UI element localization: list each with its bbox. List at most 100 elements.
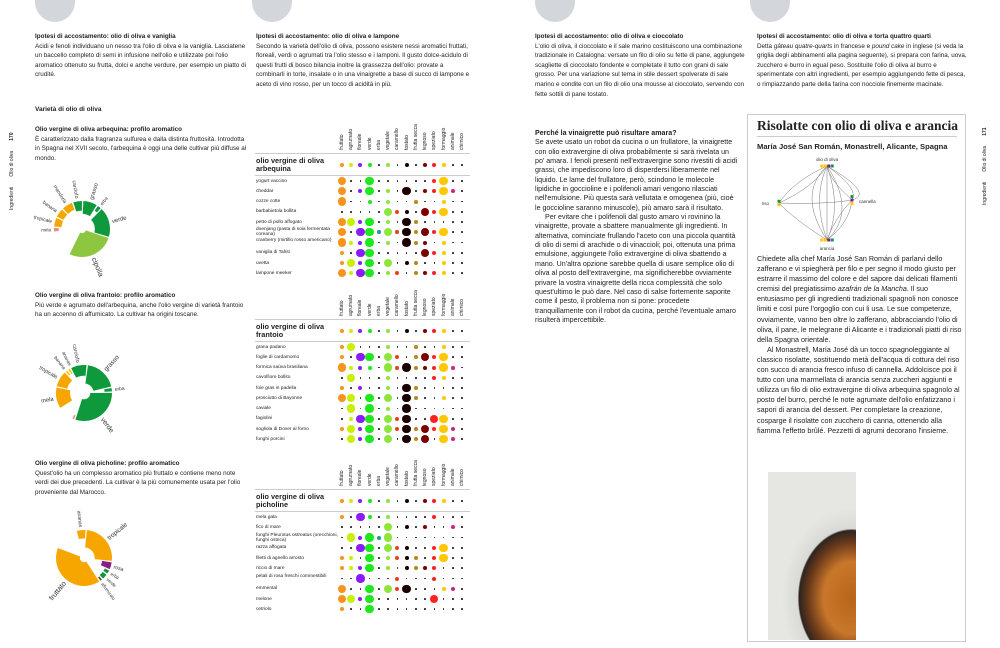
flavor-dot: [396, 251, 399, 254]
flavor-dot: [378, 567, 380, 570]
flavor-dot: [450, 189, 455, 194]
wheel-segment: [54, 217, 64, 228]
network-node: arancia: [820, 238, 835, 251]
flavor-dot: [341, 407, 343, 410]
wheel-segment: [73, 201, 82, 212]
flavor-dot: [378, 577, 380, 580]
flavor-dot: [350, 190, 353, 193]
network-node: cannella: [850, 195, 876, 205]
pairing-title: Ipotesi di accostamento: olio di oliva e…: [256, 33, 400, 40]
flavor-dot: [358, 437, 363, 442]
flavor-dot: [413, 556, 418, 560]
oil-name: olio vergine di oliva frantoio: [256, 322, 325, 339]
flavor-dot: [341, 210, 343, 213]
column-header: erba: [375, 475, 382, 486]
profile-frantoio: Olio vergine di oliva frantoio: profilo …: [35, 291, 250, 320]
profile-text: È caratterizzato dalla fragranza sulfure…: [35, 135, 247, 162]
network-edge: [778, 202, 828, 241]
flavor-dot: [405, 598, 408, 600]
topic-label: Olio di oliva: [982, 145, 988, 172]
flavor-dot: [461, 164, 463, 166]
flavor-dot: [424, 546, 426, 549]
flavor-dot: [461, 608, 463, 611]
flavor-dot: [365, 564, 374, 573]
flavor-dot: [424, 557, 426, 559]
wheel-label: fruttato: [48, 580, 68, 602]
wheel-segment: [65, 370, 71, 376]
node-dot: [820, 164, 824, 168]
wheel-segment: [71, 365, 87, 378]
flavor-dot: [365, 543, 374, 552]
flavor-dot: [402, 217, 411, 227]
flavor-dot: [413, 345, 418, 349]
flavor-dot: [415, 516, 417, 518]
wheel-segment: [56, 372, 73, 389]
flavor-dot: [358, 163, 363, 167]
flavor-dot: [350, 608, 353, 611]
column-header: legnoso: [422, 298, 429, 316]
flavor-dot: [415, 190, 417, 193]
flavor-dot: [439, 187, 448, 196]
flavor-dot: [404, 499, 409, 503]
column-header: tostato: [403, 470, 410, 486]
flavor-dot: [349, 499, 354, 503]
flavor-dot: [413, 261, 418, 265]
flavor-dot: [367, 365, 372, 370]
wheel-label: tropicale: [38, 365, 58, 380]
wheel-segment: [56, 209, 68, 220]
flavor-dot: [359, 210, 362, 213]
flavor-dot: [432, 355, 437, 360]
flavor-dot: [358, 261, 363, 265]
flavor-dot: [433, 438, 436, 441]
flavor-dot: [359, 407, 362, 410]
flavor-dot: [378, 516, 380, 518]
flavor-dot: [451, 272, 454, 275]
flavor-dot: [356, 353, 365, 362]
flavor-dot: [461, 587, 463, 590]
flavor-dot: [424, 407, 426, 410]
flavor-dot: [349, 240, 354, 245]
wheel-segment: [68, 368, 73, 375]
flavor-dot: [442, 536, 445, 539]
flavor-dot: [405, 376, 408, 379]
flavor-dot: [383, 414, 393, 423]
flavor-dot: [432, 329, 437, 333]
flavor-dot: [349, 416, 354, 421]
article-paragraph: Per evitare che i polifenoli dal gusto a…: [535, 213, 736, 324]
flavor-dot: [359, 200, 362, 203]
network-edge: [811, 165, 828, 241]
flavor-dot: [340, 515, 344, 519]
recipe-paragraph: Al Monastrell, María José dà un tocco sp…: [757, 344, 960, 435]
flavor-dot: [439, 176, 448, 186]
column-header: caramello: [394, 294, 401, 316]
flavor-dot: [405, 577, 408, 580]
table-row-label: melone: [256, 596, 272, 602]
flavor-dot: [439, 543, 448, 552]
flavor-dot: [365, 584, 374, 593]
flavor-dot: [356, 574, 365, 583]
flavor-dot: [404, 566, 409, 571]
flavor-dot: [432, 375, 437, 380]
flavor-dot: [386, 189, 391, 194]
flavor-dot: [340, 427, 344, 431]
node-dot: [827, 164, 831, 168]
flavor-dot: [423, 365, 428, 370]
flavor-dot: [432, 271, 437, 276]
flavor-dot: [424, 262, 426, 264]
flavor-dot: [402, 187, 411, 196]
flavor-dot: [439, 207, 448, 216]
table-row-label: vaniglia di Tahiti: [256, 250, 290, 256]
aroma-wheel-picholine: ananastropicalerosaerbaverdeaffumicatofr…: [48, 510, 130, 602]
flavor-dot: [396, 438, 399, 441]
flavor-dot: [350, 516, 353, 518]
flavor-dot: [365, 594, 374, 604]
flavor-dot: [415, 180, 417, 182]
wheel-label: verde: [105, 577, 117, 589]
flavor-dot: [378, 200, 380, 203]
flavor-dot: [349, 271, 354, 276]
flavor-dot: [396, 567, 399, 570]
flavor-dot: [432, 250, 437, 255]
flavor-dot: [395, 355, 400, 360]
divider: [255, 511, 470, 512]
node-dot: [850, 202, 854, 205]
